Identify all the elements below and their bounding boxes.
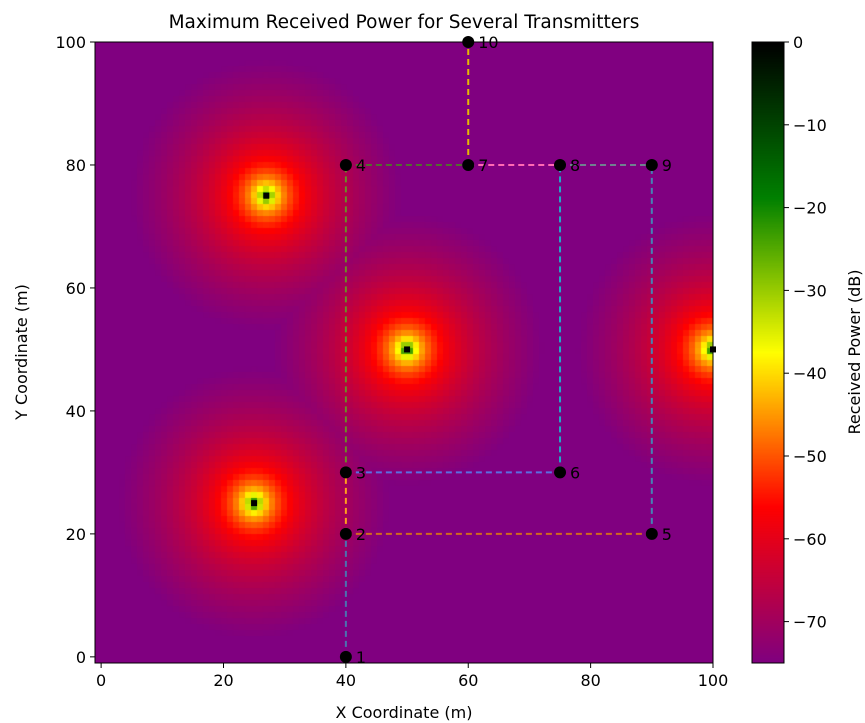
y-tick-label: 40 bbox=[66, 402, 86, 421]
y-tick-label: 80 bbox=[66, 156, 86, 175]
y-tick-label: 0 bbox=[76, 648, 86, 667]
node-marker bbox=[339, 466, 352, 479]
y-tick-label: 60 bbox=[66, 279, 86, 298]
node-label: 3 bbox=[356, 463, 366, 482]
x-tick-label: 20 bbox=[213, 671, 233, 690]
x-axis: 0 20 40 60 80 100 bbox=[96, 663, 728, 690]
node-marker bbox=[339, 527, 352, 540]
plot-frame bbox=[94, 41, 714, 664]
node-marker bbox=[554, 158, 567, 171]
transmitters-layer bbox=[251, 192, 716, 507]
y-tick-label: 100 bbox=[55, 33, 86, 52]
node-label: 1 bbox=[356, 648, 366, 667]
node-label: 7 bbox=[478, 156, 488, 175]
node-label: 4 bbox=[356, 156, 366, 175]
colorbar-frame bbox=[751, 41, 785, 664]
node-marker bbox=[339, 650, 352, 663]
x-axis-label: X Coordinate (m) bbox=[336, 703, 473, 722]
paths-layer bbox=[344, 42, 653, 657]
colorbar-axis: 0 −10 −20 −30 −40 −50 −60 −70 bbox=[784, 33, 827, 632]
node-marker bbox=[645, 527, 658, 540]
node-label: 6 bbox=[570, 463, 580, 482]
node-label: 2 bbox=[356, 525, 366, 544]
colorbar-tick-label: 0 bbox=[793, 33, 803, 52]
colorbar-tick-label: −70 bbox=[793, 613, 827, 632]
transmitter-marker bbox=[404, 346, 411, 353]
node-marker bbox=[645, 158, 658, 171]
x-tick-label: 60 bbox=[458, 671, 478, 690]
colorbar-gradient bbox=[752, 42, 784, 663]
x-tick-label: 40 bbox=[336, 671, 356, 690]
heatmap-image bbox=[95, 42, 713, 663]
chart-title: Maximum Received Power for Several Trans… bbox=[169, 12, 640, 33]
node-marker bbox=[554, 466, 567, 479]
x-tick-label: 0 bbox=[96, 671, 106, 690]
colorbar-tick-label: −10 bbox=[793, 116, 827, 135]
node-marker bbox=[462, 158, 475, 171]
x-tick-label: 80 bbox=[580, 671, 600, 690]
colorbar-tick-label: −20 bbox=[793, 199, 827, 218]
colorbar-tick-label: −40 bbox=[793, 364, 827, 383]
node-label: 9 bbox=[662, 156, 672, 175]
colorbar-tick-label: −30 bbox=[793, 281, 827, 300]
transmitter-marker bbox=[263, 192, 270, 199]
node-marker bbox=[339, 158, 352, 171]
node-label: 8 bbox=[570, 156, 580, 175]
y-tick-label: 20 bbox=[66, 525, 86, 544]
y-axis-label: Y Coordinate (m) bbox=[12, 284, 31, 421]
node-label: 5 bbox=[662, 525, 672, 544]
y-axis: 0 20 40 60 80 100 bbox=[55, 33, 95, 667]
colorbar-label: Received Power (dB) bbox=[845, 270, 864, 435]
colorbar-tick-label: −60 bbox=[793, 530, 827, 549]
x-tick-label: 100 bbox=[698, 671, 729, 690]
transmitter-marker bbox=[251, 500, 258, 507]
colorbar-tick-label: −50 bbox=[793, 447, 827, 466]
